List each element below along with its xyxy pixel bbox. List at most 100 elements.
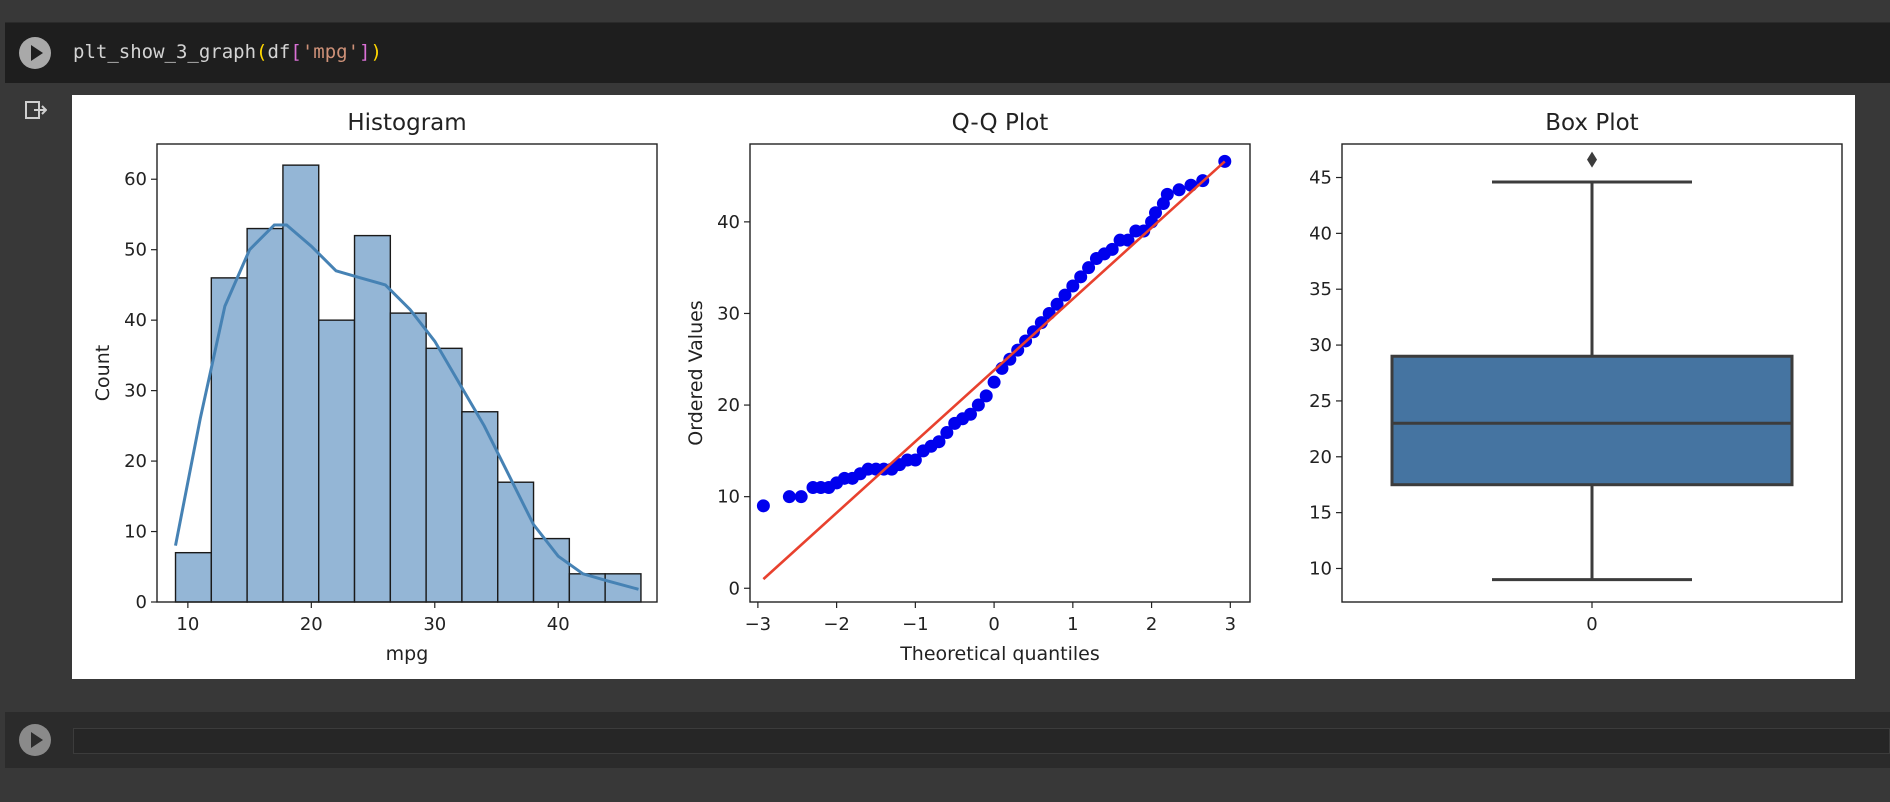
y-tick-label: 10 [1309, 558, 1332, 579]
y-tick-label: 10 [717, 487, 740, 508]
code-bracket-open: [ [290, 41, 302, 63]
x-tick-label: 2 [1146, 614, 1157, 635]
qq-point [1050, 297, 1064, 311]
output-redirect-icon[interactable] [25, 100, 47, 120]
x-tick-label: 0 [988, 614, 999, 635]
x-tick-label: 20 [300, 614, 323, 635]
code-editor[interactable]: plt_show_3_graph(df['mpg']) [73, 41, 382, 63]
run-cell-button-2[interactable] [19, 724, 51, 756]
y-tick-label: 45 [1309, 168, 1332, 189]
histogram-bar [174, 551, 213, 603]
qq-point [1172, 183, 1186, 197]
box-plot-axes: Box Plot 10 15 20 25 30 35 40 45 0 [1309, 110, 1843, 635]
code-paren-close: ) [370, 41, 382, 63]
qq-point [782, 490, 796, 504]
x-tick-label: 3 [1225, 614, 1236, 635]
histogram-bar [425, 347, 463, 603]
qq-point [1184, 178, 1198, 192]
y-tick-label: 30 [124, 381, 147, 402]
chart-title: Q-Q Plot [952, 110, 1049, 136]
x-tick-label: 10 [176, 614, 199, 635]
histogram-bar [318, 319, 356, 603]
run-cell-button[interactable] [19, 37, 51, 69]
qq-point [940, 426, 954, 440]
y-tick-label: 20 [1309, 447, 1332, 468]
y-axis-label: Ordered Values [685, 300, 707, 445]
histogram-bar [389, 312, 427, 603]
qq-point [1137, 224, 1151, 238]
x-axis-label: mpg [386, 643, 429, 665]
qq-point [971, 398, 985, 412]
iqr-box [1390, 354, 1794, 487]
qq-point [979, 389, 993, 403]
qq-point [1066, 279, 1080, 293]
y-tick-label: 30 [1309, 335, 1332, 356]
y-tick-label: 35 [1309, 279, 1332, 300]
y-tick-label: 40 [717, 212, 740, 233]
code-string: 'mpg' [301, 41, 360, 63]
y-tick-label: 10 [124, 522, 147, 543]
qq-point [1026, 325, 1040, 339]
histogram-bar [497, 481, 535, 603]
qq-point [756, 499, 770, 513]
y-axis-label: Count [92, 345, 114, 401]
empty-code-cell[interactable] [5, 712, 1890, 768]
x-tick-label: −1 [902, 614, 929, 635]
y-tick-label: 0 [729, 578, 740, 599]
x-tick-label: 40 [547, 614, 570, 635]
play-icon [31, 45, 43, 61]
empty-code-editor[interactable] [73, 728, 1890, 754]
histogram-bar [353, 234, 392, 603]
outlier-marker [1587, 151, 1597, 168]
axes-frame [749, 143, 1251, 603]
code-function: plt_show_3_graph [73, 41, 257, 63]
y-tick-label: 25 [1309, 391, 1332, 412]
x-tick-label: −2 [823, 614, 850, 635]
qq-point [1149, 206, 1163, 220]
code-paren-open: ( [256, 41, 268, 63]
y-tick-label: 15 [1309, 503, 1332, 524]
qq-fit-line [762, 160, 1226, 581]
x-tick-label: −3 [745, 614, 772, 635]
code-object: df [267, 41, 291, 63]
y-tick-label: 60 [124, 169, 147, 190]
play-icon [31, 732, 43, 748]
qq-point [1121, 233, 1135, 247]
y-tick-label: 20 [717, 395, 740, 416]
code-bracket-close: ] [359, 41, 371, 63]
qq-point [794, 490, 808, 504]
code-cell[interactable]: plt_show_3_graph(df['mpg']) [5, 22, 1890, 83]
y-tick-label: 20 [124, 451, 147, 472]
qq-point [963, 407, 977, 421]
x-tick-label: 1 [1067, 614, 1078, 635]
x-tick-label: 30 [423, 614, 446, 635]
y-tick-label: 40 [124, 310, 147, 331]
qq-point [987, 375, 1001, 389]
qq-point [908, 453, 922, 467]
chart-title: Box Plot [1545, 110, 1638, 136]
histogram-axes: Histogram 0 10 20 30 40 50 60 10 20 30 40 mpg Count [92, 110, 658, 665]
qq-point [1058, 288, 1072, 302]
axes-frame [156, 143, 658, 603]
qq-point [1160, 187, 1174, 201]
histogram-bar [246, 227, 284, 603]
axes-frame [1341, 143, 1843, 603]
qq-point [932, 435, 946, 449]
y-tick-label: 50 [124, 240, 147, 261]
y-tick-label: 30 [717, 303, 740, 324]
y-tick-label: 40 [1309, 223, 1332, 244]
histogram-bar [282, 164, 320, 603]
qq-point [1105, 242, 1119, 256]
qq-point [1074, 270, 1088, 284]
qq-point [1003, 352, 1017, 366]
qq-point [1082, 261, 1096, 275]
x-axis-label: Theoretical quantiles [899, 643, 1100, 665]
cell-output: Histogram 0 10 20 30 40 50 60 10 20 30 40 mpg Count Q… [72, 95, 1855, 679]
histogram-bar [210, 277, 248, 603]
kde-curve [174, 223, 639, 591]
qq-plot-axes: Q-Q Plot 0 10 20 30 40 −3 −2 −1 0 1 2 3 Theoretical q… [685, 110, 1251, 665]
x-tick-label: 0 [1586, 614, 1597, 635]
y-tick-label: 0 [136, 592, 147, 613]
chart-title: Histogram [347, 110, 466, 136]
